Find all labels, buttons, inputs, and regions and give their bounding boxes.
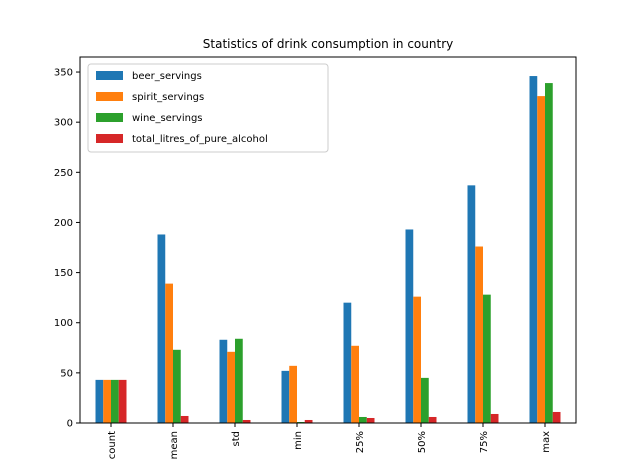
bar-beer_servings-25%: [343, 302, 352, 423]
y-tick-label: 50: [60, 368, 73, 379]
y-tick-label: 300: [54, 118, 73, 129]
bar-wine_servings-max: [545, 83, 553, 423]
bar-total_litres_of_pure_alcohol-mean: [180, 415, 189, 423]
legend-swatch-total_litres_of_pure_alcohol: [96, 134, 123, 143]
plot-frame: [79, 56, 577, 424]
x-tick-label-max: max: [541, 431, 552, 453]
y-tick-label: 100: [54, 318, 73, 329]
bar-spirit_servings-std: [227, 351, 235, 423]
bar-beer_servings-mean: [157, 234, 166, 423]
bar-spirit_servings-50%: [413, 296, 421, 423]
bar-total_litres_of_pure_alcohol-75%: [490, 413, 499, 423]
bar-total_litres_of_pure_alcohol-count: [118, 379, 127, 423]
legend-swatch-beer_servings: [96, 71, 123, 80]
legend-label-total_litres_of_pure_alcohol: total_litres_of_pure_alcohol: [132, 134, 268, 145]
x-tick-label-count: count: [107, 431, 118, 459]
bar-beer_servings-max: [529, 76, 538, 424]
legend: beer_servings spirit_servings wine_serving…: [87, 63, 329, 153]
legend-label-wine_servings: wine_servings: [132, 113, 203, 124]
x-tick-label-std: std: [231, 431, 242, 446]
bar-spirit_servings-mean: [165, 283, 173, 423]
bar-total_litres_of_pure_alcohol-50%: [428, 416, 437, 423]
bar-wine_servings-std: [235, 338, 243, 423]
y-tick-label: 0: [67, 419, 73, 430]
bar-spirit_servings-count: [103, 379, 111, 423]
bar-beer_servings-min: [281, 370, 290, 423]
bar-total_litres_of_pure_alcohol-min: [304, 419, 313, 423]
y-tick-label: 250: [54, 168, 73, 179]
bar-wine_servings-50%: [421, 377, 429, 423]
bar-total_litres_of_pure_alcohol-std: [242, 419, 251, 423]
x-tick-label-mean: mean: [169, 431, 180, 459]
bar-total_litres_of_pure_alcohol-max: [552, 411, 561, 423]
bar-total_litres_of_pure_alcohol-25%: [366, 417, 375, 423]
axes-group: 0 50 100 150 200 250 300 350 count mean std min 25% 5…: [54, 56, 577, 459]
bar-wine_servings-mean: [173, 349, 181, 423]
legend-swatch-wine_servings: [96, 113, 123, 122]
bar-wine_servings-75%: [483, 294, 491, 423]
bar-beer_servings-75%: [467, 185, 476, 423]
y-tick-label: 200: [54, 218, 73, 229]
bar-beer_servings-count: [95, 379, 104, 423]
x-tick-label-50%: 50%: [417, 431, 428, 453]
x-tick-label-min: min: [293, 431, 304, 450]
chart-title: Statistics of drink consumption in count…: [203, 37, 453, 51]
legend-label-spirit_servings: spirit_servings: [132, 92, 204, 103]
bar-spirit_servings-min: [289, 365, 297, 423]
bar-beer_servings-50%: [405, 229, 414, 423]
bars-group: [95, 76, 561, 424]
bar-beer_servings-std: [219, 339, 228, 423]
legend-box: [87, 63, 329, 153]
bar-spirit_servings-max: [537, 96, 545, 424]
bar-wine_servings-count: [111, 379, 119, 423]
x-tick-label-75%: 75%: [479, 431, 490, 453]
legend-swatch-spirit_servings: [96, 92, 123, 101]
bar-wine_servings-25%: [359, 416, 367, 423]
y-tick-label: 350: [54, 68, 73, 79]
bar-spirit_servings-75%: [475, 246, 483, 423]
y-tick-label: 150: [54, 268, 73, 279]
bar-spirit_servings-25%: [351, 345, 359, 423]
legend-label-beer_servings: beer_servings: [132, 71, 202, 82]
x-tick-label-25%: 25%: [355, 431, 366, 453]
